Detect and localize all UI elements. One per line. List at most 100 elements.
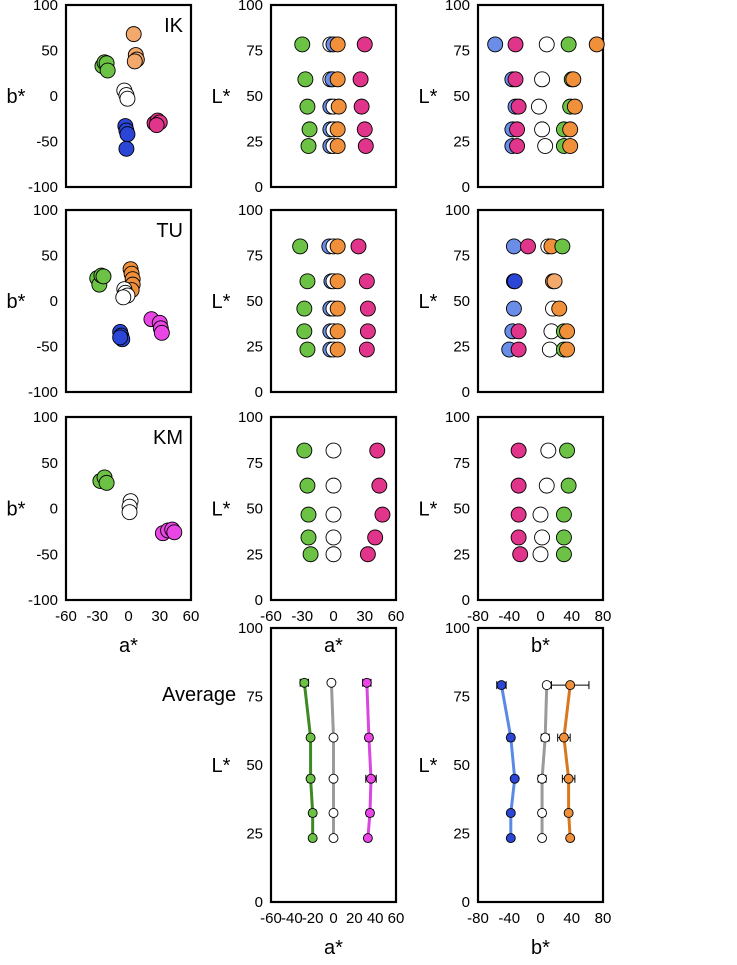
average-lb-ylabel: L* xyxy=(419,755,438,777)
row-TU-la-point xyxy=(299,273,316,290)
row-KM-ab-xtick-label: 30 xyxy=(151,608,168,625)
row-KM-ab-xtick-label: -30 xyxy=(86,608,108,625)
average-la-pink-point xyxy=(363,732,374,743)
row-IK-ab-ytick-label: 0 xyxy=(50,88,58,105)
row-IK-la-point xyxy=(330,98,347,115)
row-IK-ab-point xyxy=(99,62,116,79)
row-TU-la-point xyxy=(358,273,375,290)
row-KM-lb-point xyxy=(532,546,549,563)
row-KM-ab-frame xyxy=(64,415,193,602)
row-TU-la-ytick-label: 75 xyxy=(246,248,263,265)
row-IK-la-ytick-label: 25 xyxy=(246,134,263,151)
row-IK-ab-point xyxy=(119,90,136,107)
row-KM-la-point xyxy=(325,477,342,494)
row-IK-la-point xyxy=(329,36,346,53)
panel-title-TU: TU xyxy=(156,220,183,242)
row-IK-lb-point xyxy=(562,138,579,155)
average-title: Average xyxy=(162,684,236,706)
row-KM-la-xtick-label: 60 xyxy=(388,608,405,625)
average-lb-orange-point xyxy=(565,680,576,691)
row-KM-ab-xtick-label: -60 xyxy=(55,608,77,625)
row-KM-ab-ytick-label: 100 xyxy=(33,409,58,426)
row-IK-lb-ytick-label: 0 xyxy=(462,179,470,196)
row-IK-lb-point xyxy=(560,36,577,53)
row-IK-la-point xyxy=(299,98,316,115)
row-IK-ab-point xyxy=(126,53,143,70)
row-KM-ab-ytick-label: -50 xyxy=(36,546,58,563)
row-TU-lb-ytick-label: 50 xyxy=(453,293,470,310)
row-IK-la-point xyxy=(356,121,373,138)
row-KM-ab-xlabel: a* xyxy=(119,635,138,657)
average-la-green-point xyxy=(299,677,310,688)
average-lb-ytick-label: 25 xyxy=(453,826,470,843)
row-TU-ab-point xyxy=(95,268,112,285)
row-TU-la-ytick-label: 50 xyxy=(246,293,263,310)
row-IK-lb-point xyxy=(510,98,527,115)
row-TU-la-ytick-label: 100 xyxy=(238,202,263,219)
row-IK-lb-ylabel: L* xyxy=(419,86,438,108)
row-TU-ab-ytick-label: -100 xyxy=(28,384,58,401)
row-TU-lb-ytick-label: 25 xyxy=(453,339,470,356)
row-TU-lb-ytick-label: 0 xyxy=(462,384,470,401)
average-la-white-point xyxy=(328,808,339,818)
average-la-white-point xyxy=(328,732,339,743)
row-TU-lb-ytick-label: 75 xyxy=(453,248,470,265)
row-KM-la-point xyxy=(325,442,342,459)
average-lb-blue-point xyxy=(505,732,516,743)
row-TU-la-frame xyxy=(269,208,398,394)
average-la-green-point xyxy=(305,732,316,743)
row-IK-la-ytick-label: 75 xyxy=(246,43,263,60)
row-KM-lb-xtick-label: -80 xyxy=(467,608,489,625)
average-lb-xtick-label: -80 xyxy=(467,910,489,927)
row-KM-lb-point xyxy=(510,442,527,459)
average-lb-blue-point xyxy=(496,680,507,691)
row-IK-lb-point xyxy=(566,98,583,115)
row-IK-la-point xyxy=(329,121,346,138)
row-TU-lb-frame xyxy=(476,208,605,394)
row-KM-lb-point xyxy=(555,546,572,563)
row-IK-ab-ytick-label: -50 xyxy=(36,134,58,151)
average-lb-ytick-label: 75 xyxy=(453,689,470,706)
row-IK-lb-point xyxy=(530,98,547,115)
row-KM-lb-ytick-label: 0 xyxy=(462,592,470,609)
row-KM-la-point xyxy=(325,506,342,523)
row-IK-ab-ytick-label: 100 xyxy=(33,0,58,14)
average-lb-ytick-label: 0 xyxy=(462,894,470,911)
row-KM-la-xtick-label: 0 xyxy=(329,608,337,625)
average-lb-xtick-label: 40 xyxy=(563,910,580,927)
row-KM-ab-point xyxy=(121,504,138,521)
row-IK-la-point xyxy=(294,36,311,53)
average-lb-xtick-label: -40 xyxy=(498,910,520,927)
average-lb-orange-point xyxy=(563,808,574,818)
row-KM-la-ytick-label: 50 xyxy=(246,501,263,518)
row-TU-lb-point xyxy=(520,238,536,255)
average-lb-xlabel: b* xyxy=(531,937,550,959)
row-TU-la-point xyxy=(329,273,346,290)
average-lb-ytick-label: 100 xyxy=(445,620,470,637)
row-TU-lb-point xyxy=(546,273,563,290)
row-KM-la-point xyxy=(302,546,319,563)
average-la-white-point xyxy=(326,677,337,688)
row-IK-lb-point xyxy=(509,138,526,155)
row-KM-la-ytick-label: 100 xyxy=(238,409,263,426)
row-KM-lb-xtick-label: 0 xyxy=(536,608,544,625)
row-TU-la-point xyxy=(292,238,309,255)
row-TU-ab-point xyxy=(115,289,132,306)
row-IK-la-point xyxy=(301,121,318,138)
row-IK-ab-ytick-label: -100 xyxy=(28,179,58,196)
row-IK-la-frame xyxy=(269,3,398,189)
average-la-xtick-label: 60 xyxy=(388,910,405,927)
row-TU-lb-point xyxy=(506,273,523,290)
average-lb-blue-point xyxy=(505,808,516,818)
row-KM-la-point xyxy=(325,546,342,563)
row-TU-lb-point xyxy=(510,323,527,340)
row-IK-la-ytick-label: 0 xyxy=(255,179,263,196)
average-la-ytick-label: 25 xyxy=(246,826,263,843)
row-TU-lb-point xyxy=(541,341,558,358)
row-TU-lb-point xyxy=(551,300,568,317)
row-IK-lb-ytick-label: 25 xyxy=(453,134,470,151)
average-la-xtick-label: 40 xyxy=(367,910,384,927)
row-KM-lb-point xyxy=(532,506,549,523)
row-IK-la-ytick-label: 100 xyxy=(238,0,263,14)
